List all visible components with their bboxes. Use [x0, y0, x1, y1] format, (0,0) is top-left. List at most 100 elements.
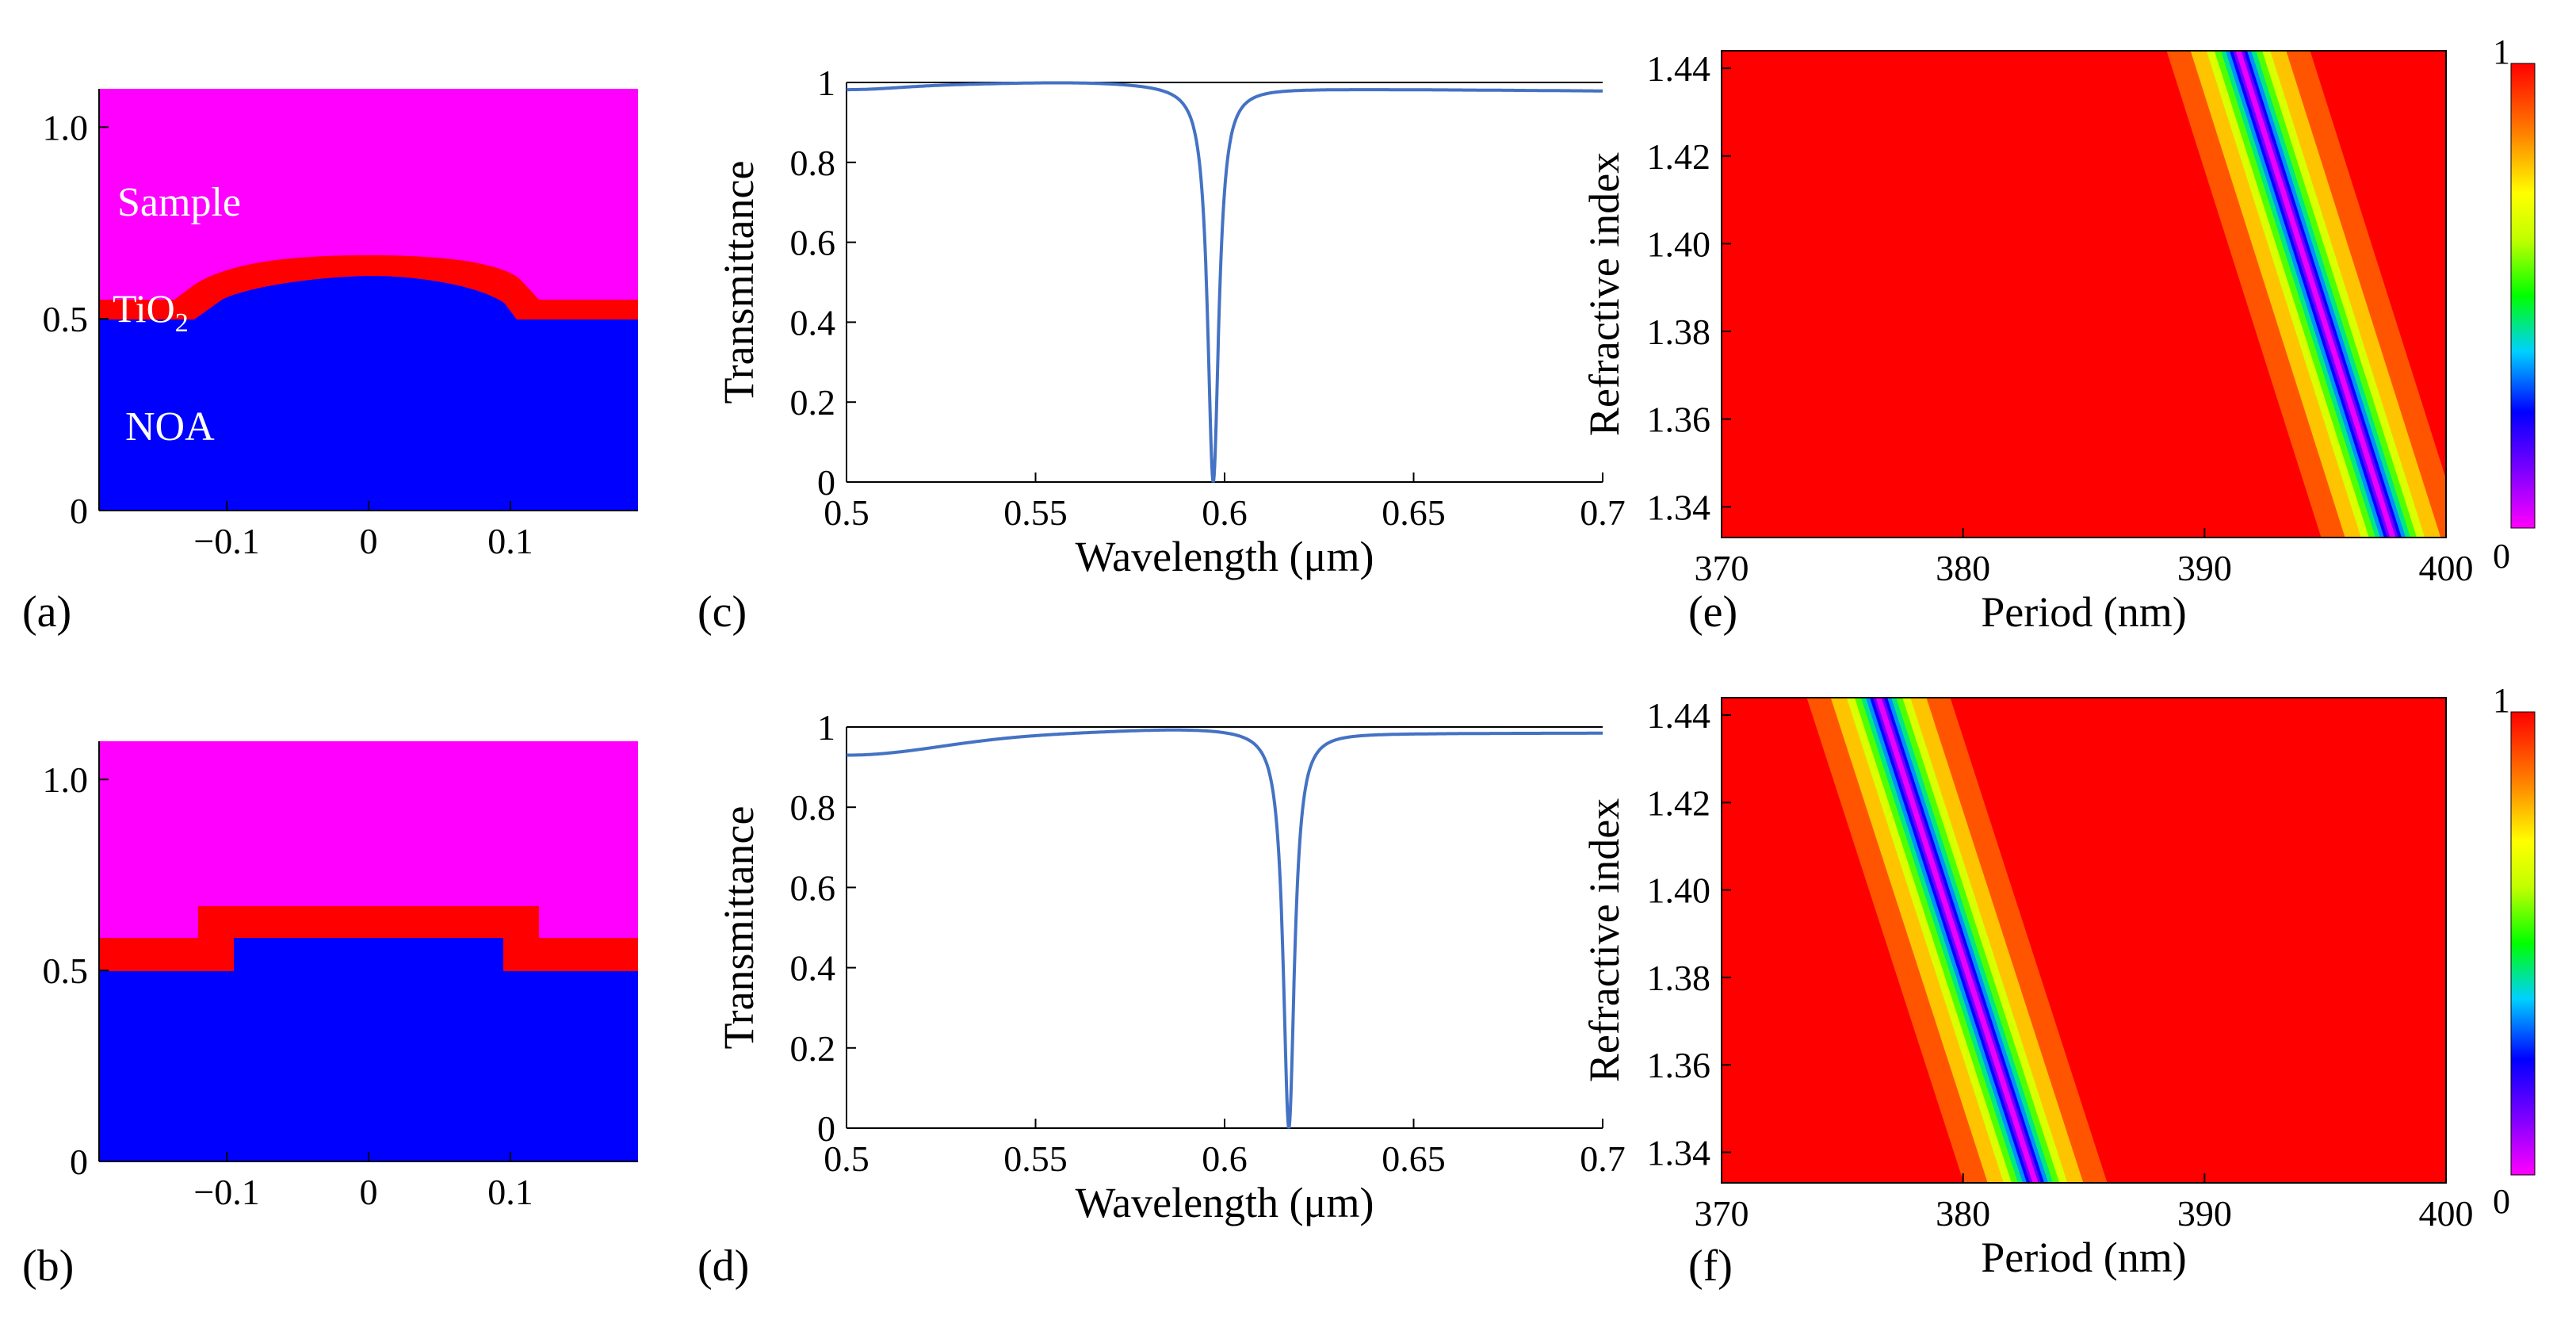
panel-d: 0.5 0.55 0.6 0.65 0.7 0 0.2 0.4 0.6 0.8 1 Wavelengt… [698, 707, 1626, 1291]
panel-a: Sample TiO2 NOA −0.1 0 0.1 0 0.5 1.0 (a) [22, 89, 638, 637]
series-line [847, 728, 1603, 1129]
y-tick-label: 0.4 [790, 302, 836, 342]
colorbar-f [2510, 711, 2536, 1176]
panel-f: 370 380 390 400 1.34 1.36 1.38 1.40 1.42 1.44 Peri… [1580, 681, 2536, 1291]
axes-a: −0.1 0 0.1 0 0.5 1.0 [43, 89, 638, 561]
x-tick-label: 390 [2177, 548, 2232, 588]
axes-b: −0.1 0 0.1 0 0.5 1.0 [43, 741, 638, 1212]
x-axis-label: Period (nm) [1981, 1234, 2186, 1281]
panel-label-d: (d) [698, 1242, 749, 1291]
heatmap-f [1722, 698, 2446, 1183]
sample-label: Sample [117, 180, 241, 225]
x-tick-label: 0.1 [487, 1172, 533, 1212]
x-tick-label: 400 [2419, 548, 2474, 588]
panel-b: −0.1 0 0.1 0 0.5 1.0 (b) [22, 741, 638, 1291]
x-tick-label: 0.55 [1003, 492, 1068, 533]
series-line [847, 81, 1603, 483]
x-tick-label: 370 [1695, 548, 1749, 588]
panel-e: 370 380 390 400 1.34 1.36 1.38 1.40 1.42 1.44 Peri… [1580, 33, 2536, 637]
y-tick-label: 0.6 [790, 223, 836, 263]
y-tick-label: 0.8 [790, 787, 836, 828]
colorbar-min-f: 0 [2493, 1182, 2510, 1221]
panel-label-c: (c) [698, 587, 747, 637]
x-tick-label: 0.5 [824, 1138, 869, 1179]
x-tick-label: 0.65 [1382, 1138, 1446, 1179]
y-tick-label: 0.4 [790, 948, 836, 989]
panel-label-e: (e) [1688, 587, 1737, 637]
y-tick-label: 1.44 [1647, 695, 1711, 736]
tio2-label: TiO2 [113, 286, 189, 338]
y-tick-label: 1.0 [43, 759, 89, 800]
y-tick-label: 1.36 [1647, 1045, 1711, 1085]
y-tick-label: 1.40 [1647, 870, 1711, 911]
y-tick-label: 0.2 [790, 1028, 836, 1069]
y-axis-label: Transmittance [715, 161, 762, 404]
y-axis-label: Transmittance [715, 806, 762, 1050]
x-axis-label: Period (nm) [1981, 588, 2186, 636]
x-tick-label: 0.6 [1202, 1138, 1248, 1179]
y-tick-label: 1.34 [1647, 1132, 1711, 1173]
x-tick-label: 380 [1936, 1193, 1990, 1234]
y-tick-label: 1.34 [1647, 487, 1711, 527]
tio2-layer-a [99, 255, 638, 319]
noa-region-b [99, 938, 638, 1161]
y-tick-label: 0.5 [43, 951, 89, 991]
colorbar-e [2510, 63, 2536, 529]
y-tick-label: 1.38 [1647, 958, 1711, 998]
y-tick-label: 1.42 [1647, 136, 1711, 177]
x-tick-label: −0.1 [193, 521, 259, 561]
heatmap-background [1722, 698, 2446, 1183]
x-tick-label: 0.7 [1580, 492, 1626, 533]
y-tick-label: 1.42 [1647, 782, 1711, 823]
x-tick-label: 0.65 [1382, 492, 1446, 533]
y-tick-label: 1 [817, 63, 835, 103]
y-tick-label: 0 [70, 491, 88, 531]
y-axis-label: Refractive index [1580, 798, 1628, 1082]
x-tick-label: 0.5 [824, 492, 869, 533]
x-tick-label: 0.55 [1003, 1138, 1068, 1179]
axes-f: 370 380 390 400 1.34 1.36 1.38 1.40 1.42 1.44 Peri… [1580, 695, 2474, 1281]
colorbar-max-e: 1 [2493, 33, 2510, 71]
panel-label-a: (a) [22, 587, 71, 637]
x-tick-label: −0.1 [193, 1172, 259, 1212]
x-tick-label: 380 [1936, 548, 1990, 588]
panel-label-b: (b) [22, 1242, 74, 1291]
y-tick-label: 0.2 [790, 382, 836, 423]
dip-band [1875, 698, 2039, 1183]
y-axis-label: Refractive index [1580, 152, 1628, 436]
y-tick-label: 0.5 [43, 299, 89, 339]
panel-label-f: (f) [1688, 1242, 1733, 1291]
transmittance-plot-c: 0.5 0.55 0.6 0.65 0.7 0 0.2 0.4 0.6 0.8 1 Wavelengt… [715, 63, 1626, 580]
transmittance-plot-d: 0.5 0.55 0.6 0.65 0.7 0 0.2 0.4 0.6 0.8 1 Wavelengt… [715, 707, 1626, 1226]
y-tick-label: 0 [817, 1108, 835, 1149]
y-tick-label: 1.38 [1647, 312, 1711, 352]
x-tick-label: 400 [2419, 1193, 2474, 1234]
axes-frame [1721, 697, 2447, 1184]
noa-label: NOA [125, 404, 215, 450]
axes-e: 370 380 390 400 1.34 1.36 1.38 1.40 1.42 1.44 Peri… [1580, 48, 2474, 636]
x-tick-label: 0 [360, 1172, 378, 1212]
y-tick-label: 1.0 [43, 107, 89, 147]
x-axis-label: Wavelength (μm) [1076, 533, 1374, 580]
y-tick-label: 1.40 [1647, 224, 1711, 264]
x-tick-label: 0.7 [1580, 1138, 1626, 1179]
y-tick-label: 0.6 [790, 867, 836, 908]
x-tick-label: 0.1 [487, 521, 533, 561]
y-tick-label: 1.36 [1647, 400, 1711, 440]
heatmap-e [1722, 51, 2446, 538]
y-tick-label: 1 [817, 707, 835, 748]
x-tick-label: 390 [2177, 1193, 2232, 1234]
x-tick-label: 0 [360, 521, 378, 561]
y-tick-label: 1.44 [1647, 48, 1711, 89]
y-tick-label: 0.8 [790, 143, 836, 183]
x-axis-label: Wavelength (μm) [1076, 1179, 1374, 1226]
x-tick-label: 0.6 [1202, 492, 1248, 533]
y-tick-label: 0 [70, 1142, 88, 1182]
noa-region-a [99, 276, 638, 511]
axes-frame [1721, 50, 2447, 538]
colorbar-min-e: 0 [2493, 537, 2510, 576]
dip-band [2235, 51, 2396, 538]
colorbar-max-f: 1 [2493, 681, 2510, 720]
x-tick-label: 370 [1695, 1193, 1749, 1234]
